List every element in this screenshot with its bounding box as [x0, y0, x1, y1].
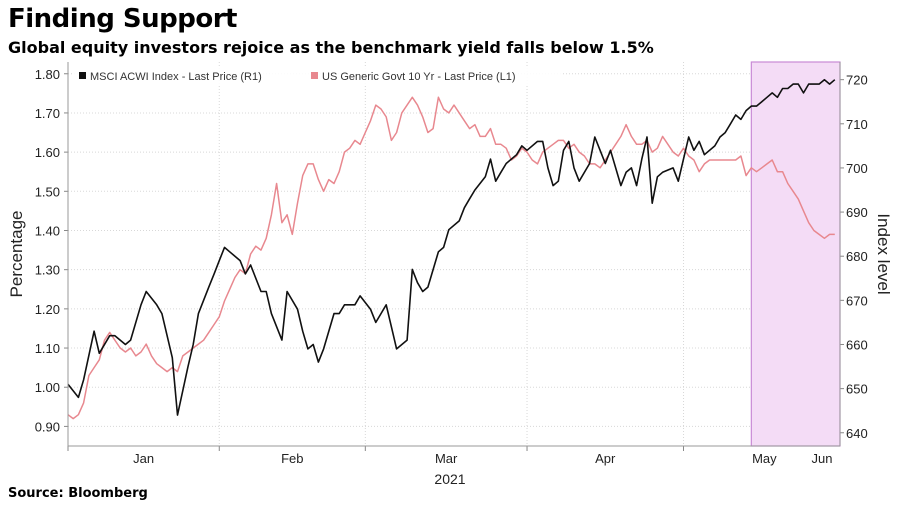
x-tick-label: Jan — [133, 451, 154, 466]
left-tick-label: 1.00 — [35, 380, 60, 395]
x-axis: Jan Feb Mar Apr May Jun — [67, 446, 833, 466]
x-axis-title: 2021 — [434, 471, 465, 487]
right-axis-title: Index level — [874, 213, 893, 294]
left-tick-label: 1.70 — [35, 106, 60, 121]
right-tick-label: 670 — [846, 293, 868, 308]
x-tick-label: Jun — [812, 451, 833, 466]
right-y-axis: 640 650 660 670 680 690 700 710 720 — [840, 73, 868, 441]
series-lines — [67, 78, 836, 420]
left-tick-label: 1.30 — [35, 263, 60, 278]
legend-label-yield: US Generic Govt 10 Yr - Last Price (L1) — [322, 71, 516, 83]
x-tick-label: Mar — [435, 451, 458, 466]
left-tick-label: 0.90 — [35, 419, 60, 434]
left-axis-title: Percentage — [7, 211, 26, 298]
legend-swatch-yield — [311, 72, 318, 79]
right-tick-label: 720 — [846, 73, 868, 88]
right-tick-label: 690 — [846, 205, 868, 220]
x-tick-label: Apr — [595, 451, 616, 466]
right-tick-label: 710 — [846, 117, 868, 132]
chart-subtitle: Global equity investors rejoice as the b… — [8, 38, 654, 57]
x-tick-label: May — [752, 451, 777, 466]
left-tick-label: 1.80 — [35, 67, 60, 82]
left-y-axis: 0.90 1.00 1.10 1.20 1.30 1.40 1.50 1.60 1.70 1.80 — [35, 67, 68, 434]
left-tick-label: 1.60 — [35, 145, 60, 160]
legend-label-acwi: MSCI ACWI Index - Last Price (R1) — [90, 71, 262, 83]
right-tick-label: 640 — [846, 426, 868, 441]
chart-title: Finding Support — [8, 4, 237, 34]
right-tick-label: 650 — [846, 382, 868, 397]
plot-area — [68, 62, 840, 446]
highlight-region — [750, 61, 841, 447]
left-tick-label: 1.10 — [35, 341, 60, 356]
series-line-yield — [67, 96, 835, 420]
legend: MSCI ACWI Index - Last Price (R1) US Gen… — [74, 67, 562, 85]
left-tick-label: 1.20 — [35, 302, 60, 317]
right-tick-label: 700 — [846, 161, 868, 176]
legend-swatch-acwi — [79, 72, 86, 79]
x-tick-label: Feb — [281, 451, 303, 466]
source-note: Source: Bloomberg — [8, 486, 148, 501]
series-line-acwi — [67, 78, 836, 416]
left-tick-label: 1.40 — [35, 223, 60, 238]
right-tick-label: 660 — [846, 337, 868, 352]
right-tick-label: 680 — [846, 249, 868, 264]
left-tick-label: 1.50 — [35, 184, 60, 199]
